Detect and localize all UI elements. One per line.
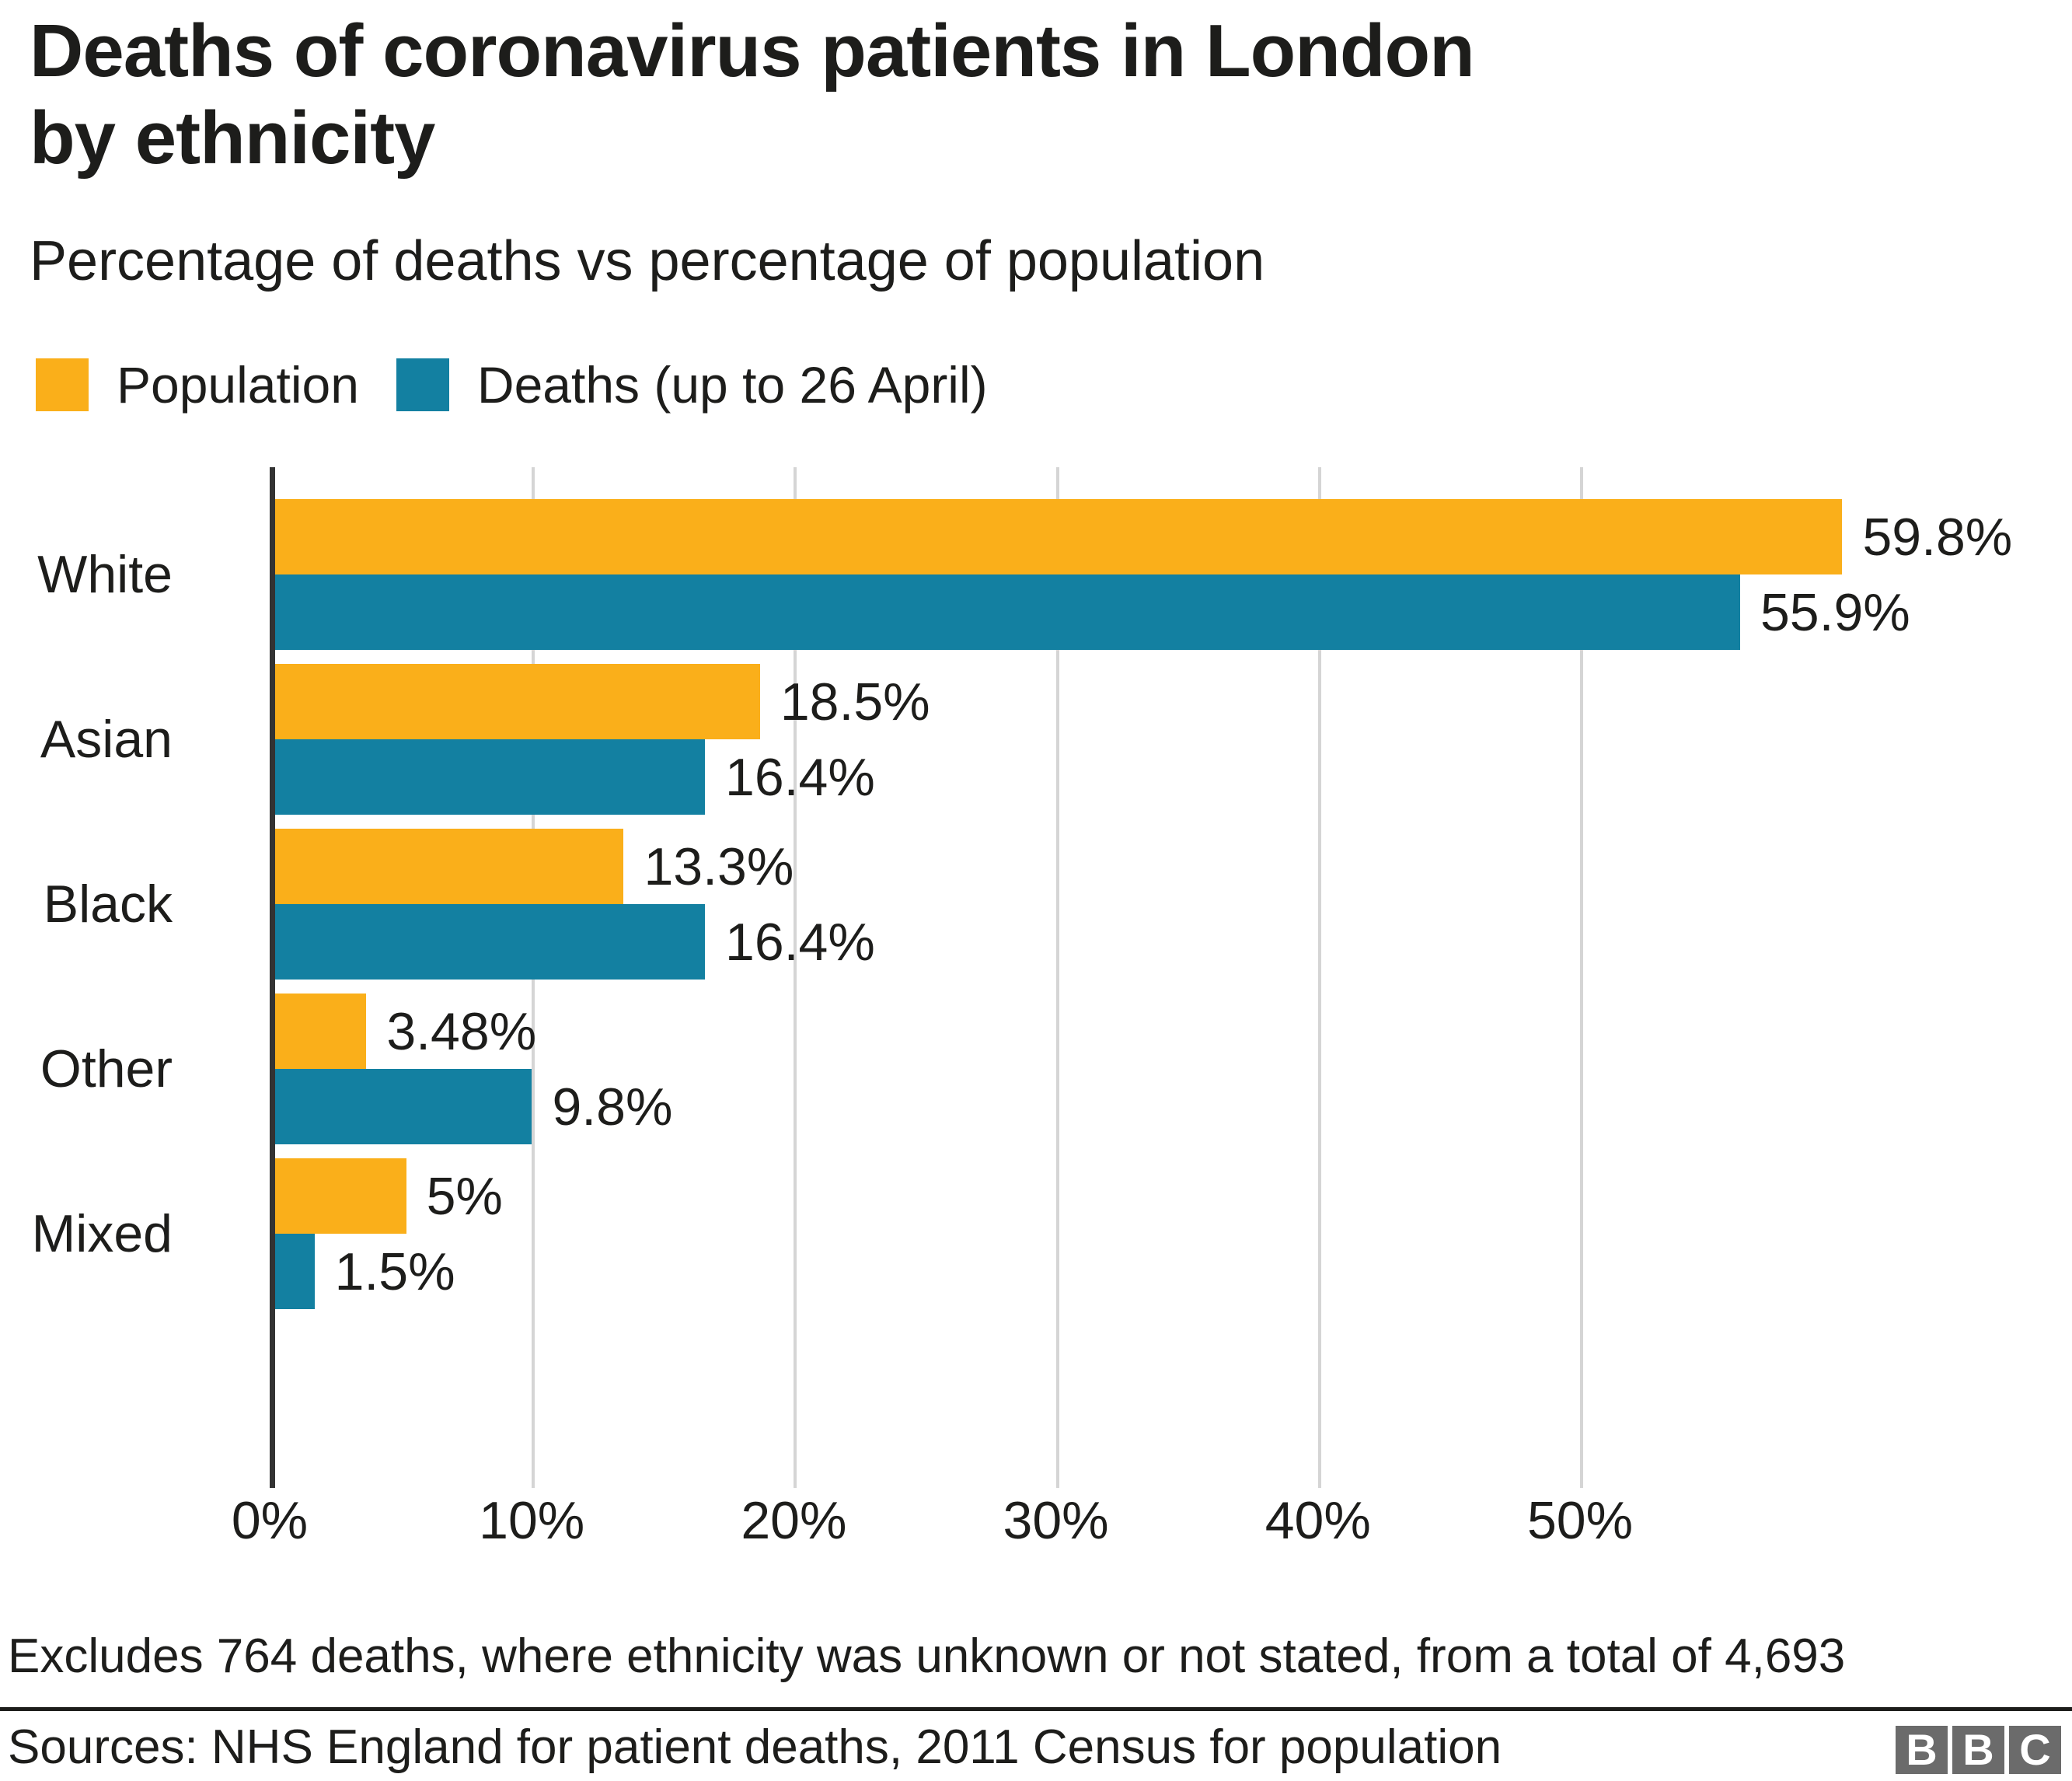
gridline-50 xyxy=(1580,467,1583,1488)
bar-value-other-deaths: 9.8% xyxy=(552,1077,673,1137)
legend-label-population: Population xyxy=(117,356,359,414)
chart-legend: Population Deaths (up to 26 April) xyxy=(36,351,1025,418)
category-label-mixed: Mixed xyxy=(31,1204,173,1263)
legend-label-deaths: Deaths (up to 26 April) xyxy=(476,356,988,414)
bar-group-asian-population: 18.5% xyxy=(275,664,930,739)
x-tick-label-50: 50% xyxy=(1526,1491,1634,1550)
chart-footnote: Excludes 764 deaths, where ethnicity was… xyxy=(8,1629,1846,1683)
bar-group-other-population: 3.48% xyxy=(275,994,536,1069)
bar-row-asian: Asian 18.5% 16.4% xyxy=(0,664,2072,815)
bar-white-deaths xyxy=(275,574,1740,650)
y-axis-line xyxy=(270,467,275,1488)
bar-black-deaths xyxy=(275,904,705,980)
population-swatch-icon xyxy=(36,358,89,411)
x-tick-label-30: 30% xyxy=(1003,1491,1109,1550)
bar-group-black-deaths: 16.4% xyxy=(275,904,875,980)
gridline-30 xyxy=(1055,467,1059,1488)
bar-value-white-deaths: 55.9% xyxy=(1760,582,1910,642)
bbc-logo: B B C xyxy=(1896,1726,2061,1774)
bar-mixed-deaths xyxy=(275,1234,315,1309)
bar-value-mixed-deaths: 1.5% xyxy=(334,1241,455,1301)
bbc-logo-letter-2: B xyxy=(1952,1726,2004,1774)
bar-group-mixed-population: 5% xyxy=(275,1158,503,1234)
bar-group-mixed-deaths: 1.5% xyxy=(275,1234,455,1309)
bar-value-black-deaths: 16.4% xyxy=(725,912,875,972)
x-axis: 0% 10% 20% 30% 40% 50% xyxy=(0,1489,2072,1575)
bar-row-other: Other 3.48% 9.8% xyxy=(0,994,2072,1144)
plot-area: White 59.8% 55.9% Asian 18.5% 16.4% Black 13.3%… xyxy=(0,467,2072,1489)
bbc-logo-letter-1: B xyxy=(1896,1726,1948,1774)
bar-white-population xyxy=(275,499,1843,574)
category-label-white: White xyxy=(37,545,173,604)
bar-value-black-population: 13.3% xyxy=(644,836,794,896)
bar-other-deaths xyxy=(275,1069,532,1144)
bar-row-white: White 59.8% 55.9% xyxy=(0,499,2072,650)
bbc-logo-letter-3: C xyxy=(2009,1726,2061,1774)
bar-value-asian-deaths: 16.4% xyxy=(725,747,875,807)
legend-item-population: Population xyxy=(36,358,359,411)
chart-source: Sources: NHS England for patient deaths,… xyxy=(8,1720,1502,1774)
bar-group-white-deaths: 55.9% xyxy=(275,574,1910,650)
bar-black-population xyxy=(275,829,624,904)
bar-row-mixed: Mixed 5% 1.5% xyxy=(0,1158,2072,1309)
gridline-20 xyxy=(794,467,797,1488)
bar-group-asian-deaths: 16.4% xyxy=(275,739,875,815)
bar-value-mixed-population: 5% xyxy=(426,1166,503,1226)
bar-other-population xyxy=(275,994,367,1069)
page-subtitle: Percentage of deaths vs percentage of po… xyxy=(30,230,1265,292)
footer-divider xyxy=(0,1707,2072,1711)
x-tick-label-20: 20% xyxy=(741,1491,847,1550)
legend-item-deaths: Deaths (up to 26 April) xyxy=(396,358,988,411)
x-tick-label-0: 0% xyxy=(231,1491,309,1550)
category-label-black: Black xyxy=(43,875,173,934)
bar-row-black: Black 13.3% 16.4% xyxy=(0,829,2072,980)
x-tick-label-40: 40% xyxy=(1264,1491,1371,1550)
bar-asian-population xyxy=(275,664,760,739)
bar-group-white-population: 59.8% xyxy=(275,499,2012,574)
bar-value-white-population: 59.8% xyxy=(1862,507,2013,567)
deaths-swatch-icon xyxy=(396,358,449,411)
bar-mixed-population xyxy=(275,1158,406,1234)
bar-group-black-population: 13.3% xyxy=(275,829,794,904)
category-label-other: Other xyxy=(40,1039,173,1098)
bar-asian-deaths xyxy=(275,739,705,815)
gridline-40 xyxy=(1317,467,1321,1488)
bar-value-asian-population: 18.5% xyxy=(780,672,930,732)
page-title: Deaths of coronavirus patients in London… xyxy=(30,9,1475,180)
bar-group-other-deaths: 9.8% xyxy=(275,1069,672,1144)
bar-value-other-population: 3.48% xyxy=(386,1001,537,1061)
category-label-asian: Asian xyxy=(40,710,173,769)
x-tick-label-10: 10% xyxy=(479,1491,585,1550)
